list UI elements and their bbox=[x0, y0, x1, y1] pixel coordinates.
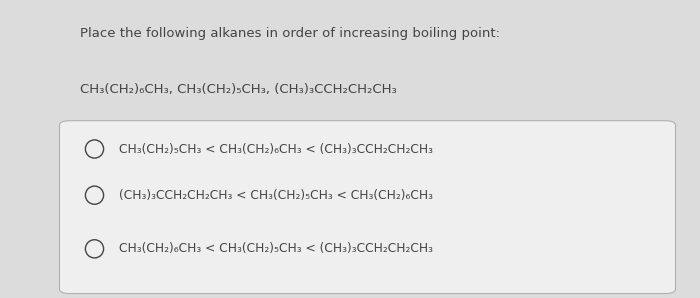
Text: CH₃(CH₂)₆CH₃ < CH₃(CH₂)₅CH₃ < (CH₃)₃CCH₂CH₂CH₃: CH₃(CH₂)₆CH₃ < CH₃(CH₂)₅CH₃ < (CH₃)₃CCH₂… bbox=[119, 242, 433, 255]
Text: Place the following alkanes in order of increasing boiling point:: Place the following alkanes in order of … bbox=[80, 27, 500, 40]
Text: CH₃(CH₂)₆CH₃, CH₃(CH₂)₅CH₃, (CH₃)₃CCH₂CH₂CH₃: CH₃(CH₂)₆CH₃, CH₃(CH₂)₅CH₃, (CH₃)₃CCH₂CH… bbox=[80, 83, 398, 97]
Text: (CH₃)₃CCH₂CH₂CH₃ < CH₃(CH₂)₅CH₃ < CH₃(CH₂)₆CH₃: (CH₃)₃CCH₂CH₂CH₃ < CH₃(CH₂)₅CH₃ < CH₃(CH… bbox=[119, 189, 433, 202]
FancyBboxPatch shape bbox=[60, 121, 676, 294]
Text: CH₃(CH₂)₅CH₃ < CH₃(CH₂)₆CH₃ < (CH₃)₃CCH₂CH₂CH₃: CH₃(CH₂)₅CH₃ < CH₃(CH₂)₆CH₃ < (CH₃)₃CCH₂… bbox=[119, 142, 433, 156]
